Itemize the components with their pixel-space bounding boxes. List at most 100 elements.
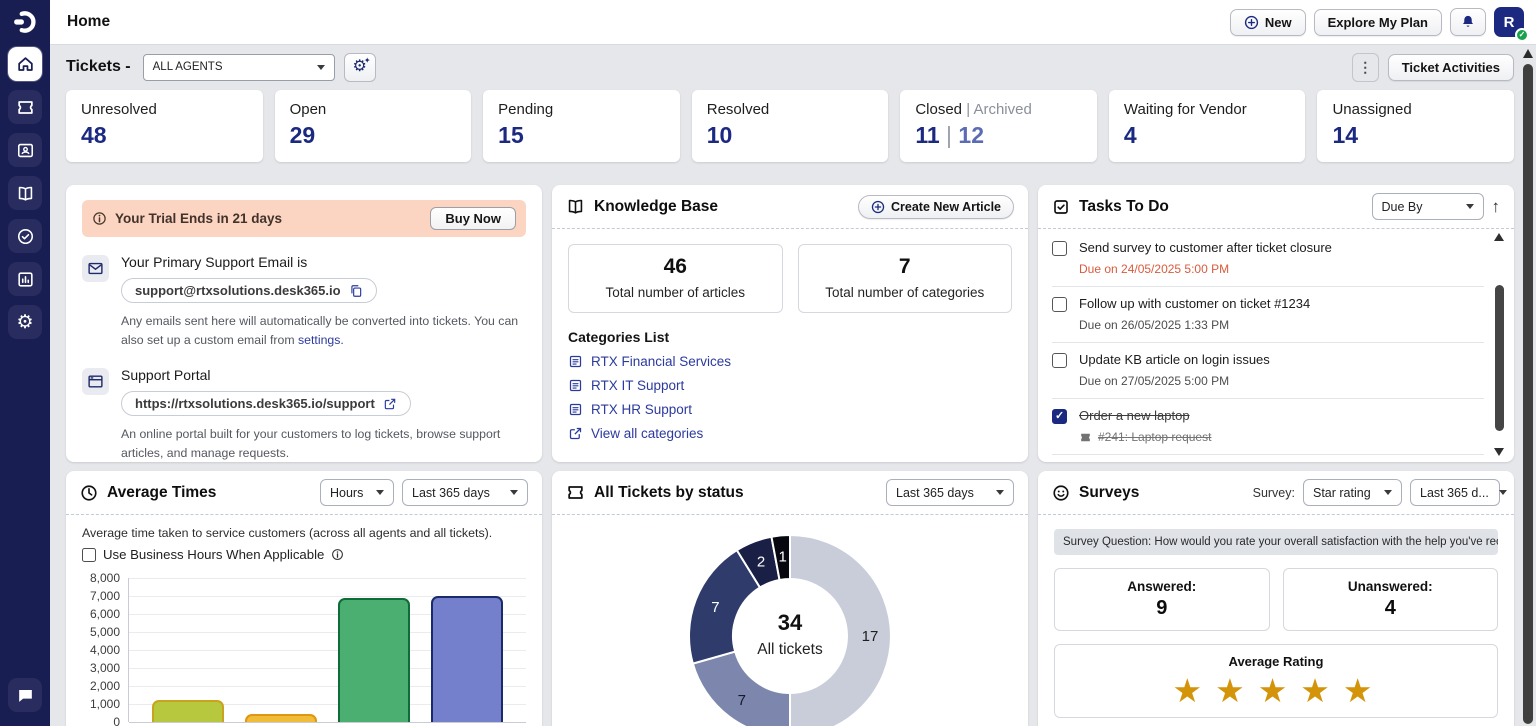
smiley-icon bbox=[1052, 484, 1070, 502]
scroll-thumb[interactable] bbox=[1523, 64, 1533, 724]
average-times-title: Average Times bbox=[107, 483, 217, 501]
unanswered-box: Unanswered: 4 bbox=[1282, 568, 1498, 631]
chevron-down-icon bbox=[316, 64, 325, 70]
sidebar-item-reports[interactable] bbox=[8, 262, 42, 296]
contacts-icon bbox=[16, 141, 35, 160]
sidebar-item-contacts[interactable] bbox=[8, 133, 42, 167]
star-icon: ★ bbox=[1257, 672, 1301, 709]
average-times-range-select[interactable]: Last 365 days bbox=[402, 479, 528, 506]
sidebar-item-tickets[interactable] bbox=[8, 90, 42, 124]
article-count: 46 bbox=[663, 255, 687, 278]
task-checkbox[interactable] bbox=[1052, 241, 1067, 256]
star-icon: ★ bbox=[1342, 672, 1386, 709]
stat-card-open[interactable]: Open 29 bbox=[274, 90, 472, 162]
scroll-up-arrow[interactable] bbox=[1523, 49, 1533, 58]
stat-card-unassigned[interactable]: Unassigned 14 bbox=[1317, 90, 1515, 162]
external-link-icon bbox=[568, 426, 583, 441]
external-link-icon[interactable] bbox=[383, 397, 397, 411]
sidebar-item-tasks[interactable] bbox=[8, 219, 42, 253]
view-all-categories-link[interactable]: View all categories bbox=[568, 426, 1012, 441]
donut-slices[interactable]: 17 7 7 2 1 bbox=[688, 533, 892, 726]
stat-card-waiting-for-vendor[interactable]: Waiting for Vendor 4 bbox=[1108, 90, 1306, 162]
book-icon bbox=[16, 184, 35, 203]
survey-range-select[interactable]: Last 365 d... bbox=[1410, 479, 1507, 506]
ticket-activities-button[interactable]: Ticket Activities bbox=[1387, 53, 1514, 81]
document-icon bbox=[568, 378, 583, 393]
gear-icon: ⚙ bbox=[16, 311, 34, 333]
create-new-article-button[interactable]: Create New Article bbox=[858, 194, 1014, 219]
bar[interactable] bbox=[431, 596, 504, 722]
y-axis-tick: 3,000 bbox=[89, 661, 120, 675]
survey-type-select[interactable]: Star rating bbox=[1303, 479, 1402, 506]
kebab-menu-button[interactable]: ⋮ bbox=[1351, 52, 1379, 82]
task-checkbox[interactable] bbox=[1052, 409, 1067, 424]
category-link-financial[interactable]: RTX Financial Services bbox=[568, 354, 1012, 369]
sidebar-item-settings[interactable]: ⚙ bbox=[8, 305, 42, 339]
unanswered-count: 4 bbox=[1384, 597, 1396, 619]
donut-center-label: All tickets bbox=[757, 641, 823, 658]
donut-slice[interactable] bbox=[770, 533, 791, 582]
y-axis-tick: 6,000 bbox=[89, 607, 120, 621]
bar-plot bbox=[128, 578, 526, 723]
business-hours-checkbox[interactable] bbox=[82, 547, 96, 562]
donut-slice[interactable] bbox=[789, 533, 892, 726]
support-portal-block: Support Portal https://rtxsolutions.desk… bbox=[82, 367, 526, 463]
ticket-icon bbox=[1079, 431, 1092, 444]
due-by-select[interactable]: Due By bbox=[1371, 193, 1484, 220]
chevron-down-icon bbox=[376, 490, 384, 495]
task-checkbox[interactable] bbox=[1052, 297, 1067, 312]
scroll-thumb[interactable] bbox=[1495, 285, 1504, 431]
task-checkbox[interactable] bbox=[1052, 353, 1067, 368]
donut-slice[interactable] bbox=[691, 650, 791, 726]
support-portal-title: Support Portal bbox=[121, 367, 211, 384]
categories-list-title: Categories List bbox=[568, 329, 670, 345]
settings-link[interactable]: settings. bbox=[298, 333, 344, 348]
donut-slice-label: 7 bbox=[738, 692, 746, 709]
answered-box: Answered: 9 bbox=[1054, 568, 1270, 631]
category-link-it[interactable]: RTX IT Support bbox=[568, 378, 1012, 393]
donut-slice-label: 1 bbox=[778, 548, 786, 565]
task-list: Send survey to customer after ticket clo… bbox=[1038, 229, 1514, 455]
tickets-by-status-range-select[interactable]: Last 365 days bbox=[886, 479, 1014, 506]
sort-ascending-icon[interactable]: ↑ bbox=[1491, 196, 1501, 216]
answered-count: 9 bbox=[1156, 597, 1168, 619]
stat-card-resolved[interactable]: Resolved 10 bbox=[691, 90, 889, 162]
avatar[interactable]: R ✓ bbox=[1494, 7, 1529, 42]
donut-slice-label: 17 bbox=[862, 628, 879, 645]
stat-card-unresolved[interactable]: Unresolved 48 bbox=[66, 90, 263, 162]
scroll-up-arrow[interactable] bbox=[1494, 233, 1504, 241]
agent-filter-select[interactable]: ALL AGENTS bbox=[142, 53, 335, 81]
bar[interactable] bbox=[338, 597, 411, 722]
sidebar-item-chat[interactable] bbox=[8, 678, 42, 712]
task-item: Follow up with customer on ticket #1234 … bbox=[1052, 287, 1484, 343]
linked-ticket-reference: #241: Laptop request bbox=[1079, 430, 1211, 444]
info-icon bbox=[331, 548, 344, 561]
y-axis-tick: 5,000 bbox=[89, 625, 120, 639]
average-rating-stars: ★★★★★ bbox=[1063, 671, 1489, 711]
stat-card-pending[interactable]: Pending 15 bbox=[483, 90, 680, 162]
notifications-button[interactable] bbox=[1450, 8, 1486, 36]
bar[interactable] bbox=[151, 700, 224, 722]
hours-select[interactable]: Hours bbox=[320, 479, 394, 506]
business-hours-label: Use Business Hours When Applicable bbox=[103, 547, 325, 562]
desk365-logo-icon[interactable] bbox=[12, 9, 38, 35]
stat-card-closed-archived[interactable]: Closed | Archived 11 | 12 bbox=[900, 90, 1097, 162]
ticket-settings-button[interactable]: ⚙ ✦ bbox=[343, 52, 376, 82]
bar[interactable] bbox=[244, 713, 317, 722]
buy-now-button[interactable]: Buy Now bbox=[430, 207, 516, 230]
category-link-hr[interactable]: RTX HR Support bbox=[568, 402, 1012, 417]
surveys-panel: Surveys Survey: Star rating Last 365 d..… bbox=[1038, 471, 1514, 726]
browser-window-icon bbox=[82, 368, 109, 396]
star-icon: ★ bbox=[1172, 672, 1216, 709]
copy-icon[interactable] bbox=[349, 284, 363, 298]
scroll-down-arrow[interactable] bbox=[1494, 448, 1504, 456]
ticket-icon bbox=[566, 483, 585, 502]
average-times-panel: Average Times Hours Last 365 days bbox=[66, 471, 542, 726]
sidebar-item-knowledge-base[interactable] bbox=[8, 176, 42, 210]
new-button[interactable]: New bbox=[1229, 8, 1306, 36]
explore-my-plan-button[interactable]: Explore My Plan bbox=[1313, 8, 1442, 36]
support-email-pill: support@rtxsolutions.desk365.io bbox=[121, 278, 377, 303]
sidebar-item-home[interactable] bbox=[8, 47, 42, 81]
topbar: Home New Explore My Plan R ✓ bbox=[50, 0, 1536, 45]
y-axis-tick: 0 bbox=[113, 715, 120, 726]
